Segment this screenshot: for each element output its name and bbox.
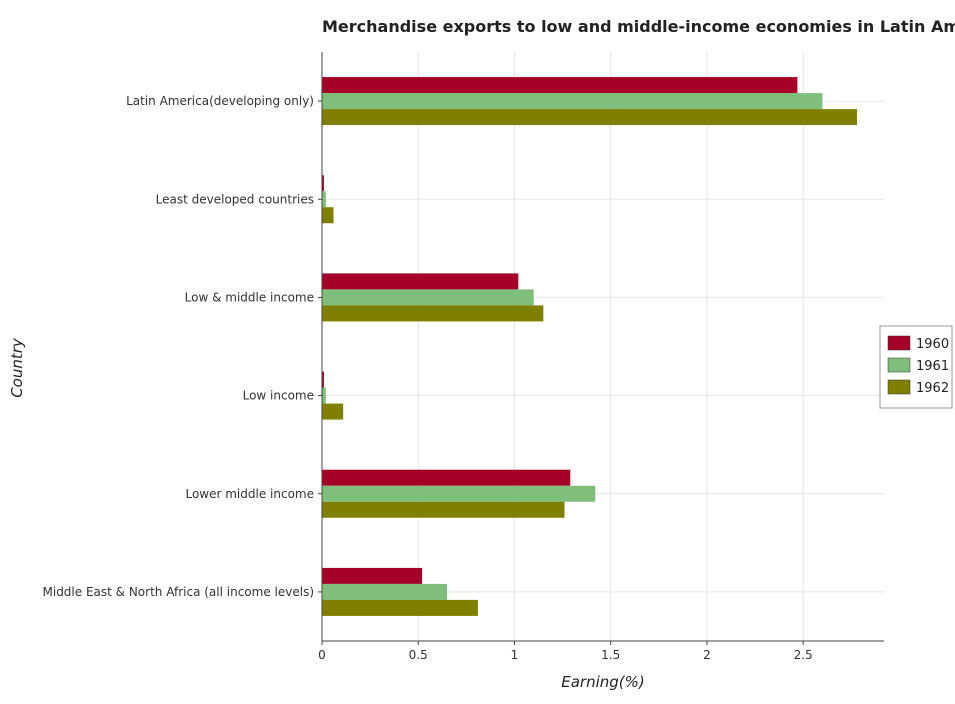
bar-1961 (322, 93, 823, 110)
y-tick-label: Low & middle income (185, 290, 314, 304)
bar-1962 (322, 501, 565, 518)
x-tick-label: 0.5 (409, 648, 428, 662)
bar-1960 (322, 175, 324, 192)
bars (322, 77, 858, 616)
x-tick-label: 2 (703, 648, 711, 662)
bar-1960 (322, 469, 571, 486)
bar-1962 (322, 599, 478, 616)
bar-1960 (322, 77, 798, 94)
chart-title: Merchandise exports to low and middle-in… (322, 17, 955, 36)
y-tick-label: Lower middle income (185, 487, 314, 501)
y-tick-label: Low income (243, 389, 314, 403)
x-tick-label: 2.5 (794, 648, 813, 662)
x-axis-label: Earning(%) (561, 673, 645, 691)
bar-1961 (322, 485, 596, 502)
legend-label-1962: 1962 (916, 381, 949, 396)
legend-label-1961: 1961 (916, 359, 949, 374)
x-tick-label: 0 (318, 648, 326, 662)
y-tick-label: Middle East & North Africa (all income l… (43, 585, 315, 599)
y-tick-label: Least developed countries (156, 192, 314, 206)
bar-1962 (322, 109, 858, 126)
x-tick-label: 1.5 (601, 648, 620, 662)
legend-swatch-1960 (887, 335, 911, 351)
y-tick-label: Latin America(developing only) (126, 94, 314, 108)
bar-1961 (322, 387, 326, 404)
x-tick-label: 1 (511, 648, 519, 662)
bar-1960 (322, 273, 519, 290)
axes: 0 0.5 1 1.5 2 2.5 Latin America(developing onl… (43, 52, 884, 662)
bar-1962 (322, 305, 544, 322)
bar-1960 (322, 371, 324, 388)
bar-1962 (322, 403, 344, 420)
bar-1962 (322, 207, 334, 224)
grid-lines (321, 52, 884, 641)
legend-swatch-1962 (887, 379, 911, 395)
legend: 1960 1961 1962 (879, 325, 953, 409)
bar-1961 (322, 289, 534, 306)
bar-1960 (322, 567, 423, 584)
legend-swatch-1961 (887, 357, 911, 373)
legend-label-1960: 1960 (916, 337, 949, 352)
bar-1961 (322, 191, 326, 208)
bar-1961 (322, 583, 448, 600)
y-axis-label: Country (8, 337, 26, 398)
